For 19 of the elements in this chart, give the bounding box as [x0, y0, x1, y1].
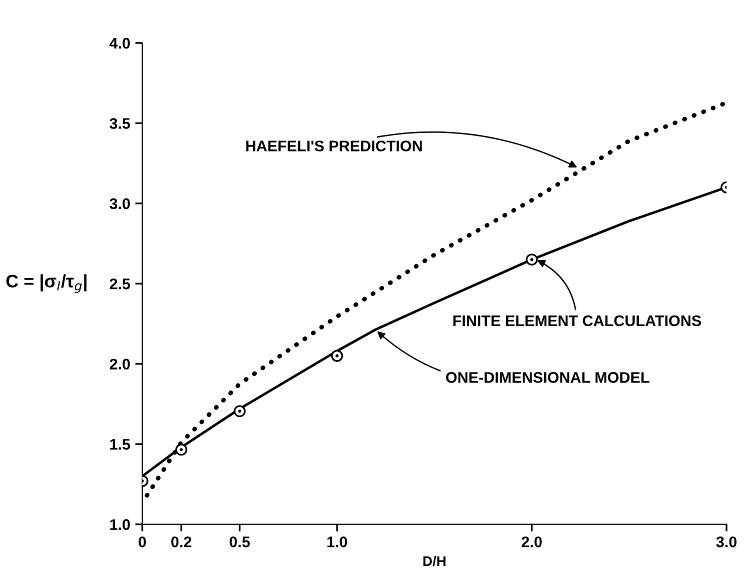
annotation: FINITE ELEMENT CALCULATIONS: [453, 315, 702, 326]
x-tick-label: 1.0: [327, 536, 348, 548]
x-tick-label: 2.0: [522, 536, 542, 548]
annotation: ONE-DIMENSIONAL MODEL: [446, 372, 650, 383]
x-tick-label: 0: [138, 536, 146, 548]
y-tick-label: 1.5: [110, 439, 130, 450]
y-tick-label: 4.0: [110, 38, 130, 49]
annotation: HAEFELI'S PREDICTION: [246, 140, 422, 152]
y-tick-label: 2.5: [110, 278, 130, 290]
x-axis-title: D/H: [423, 556, 446, 566]
y-tick-label: 3.0: [110, 198, 130, 210]
line-series: [144, 102, 726, 498]
x-tick-label: 3.0: [716, 536, 737, 548]
y-axis-title: C = |σ$_{I}$/τ$_{g}$|: [6, 274, 86, 293]
x-tick-label: 0.2: [171, 536, 192, 548]
x-tick-label: 0.5: [230, 536, 250, 548]
y-tick-label: 2.0: [110, 358, 130, 370]
y-tick-label: 1.0: [110, 519, 130, 530]
y-tick-label: 3.5: [110, 118, 130, 129]
